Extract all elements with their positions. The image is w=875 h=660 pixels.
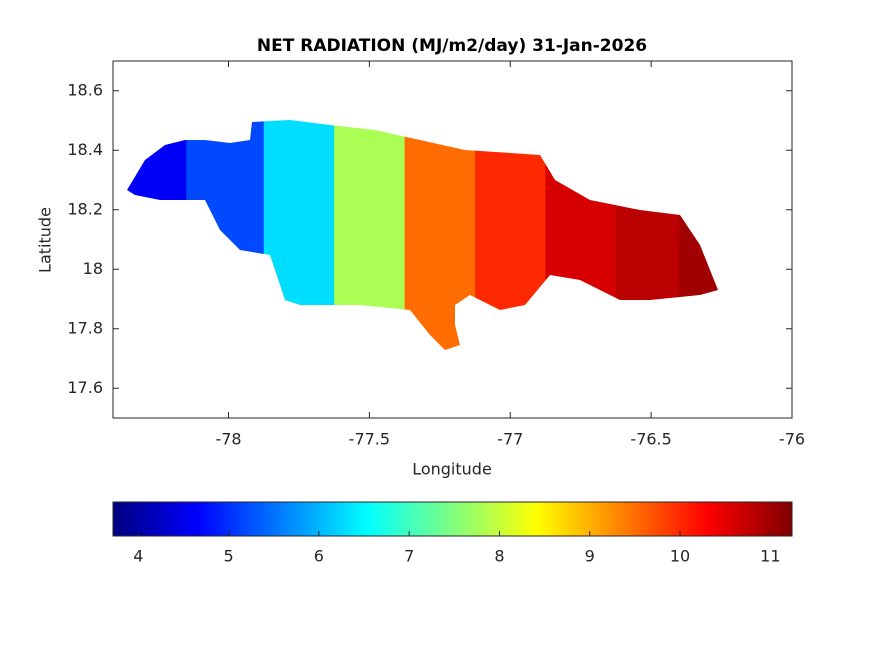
y-tick-label: 17.6 xyxy=(67,378,103,397)
colorbar xyxy=(112,501,793,537)
colorbar-tick-label: 10 xyxy=(670,547,690,566)
x-tick-label: -76.5 xyxy=(630,430,671,449)
chart-title: NET RADIATION (MJ/m2/day) 31-Jan-2026 xyxy=(257,36,647,56)
colorbar-tick-label: 7 xyxy=(404,547,414,566)
y-tick-label: 18.2 xyxy=(67,199,103,218)
colorbar-tick-label: 4 xyxy=(133,547,143,566)
x-tick-label: -78 xyxy=(215,430,241,449)
colorbar-tick-label: 6 xyxy=(314,547,324,566)
x-tick-label: -77 xyxy=(497,430,523,449)
colorbar-tick-label: 8 xyxy=(494,547,504,566)
y-tick-label: 17.8 xyxy=(67,318,103,337)
x-axis-label: Longitude xyxy=(412,460,492,479)
y-tick-label: 18.6 xyxy=(67,80,103,99)
x-tick-label: -76 xyxy=(779,430,805,449)
colorbar-tick-label: 5 xyxy=(223,547,233,566)
colorbar-tick-label: 9 xyxy=(585,547,595,566)
colorbar-tick-label: 11 xyxy=(760,547,780,566)
y-tick-label: 18 xyxy=(83,259,103,278)
y-tick-label: 18.4 xyxy=(67,140,103,159)
x-tick-label: -77.5 xyxy=(349,430,390,449)
y-axis-label: Latitude xyxy=(36,207,55,273)
